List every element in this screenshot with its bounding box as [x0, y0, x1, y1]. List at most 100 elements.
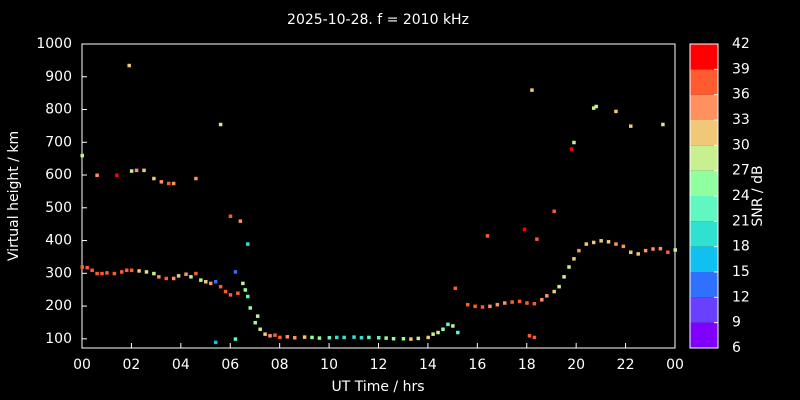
echo-point — [218, 122, 223, 127]
echo-point — [401, 337, 406, 341]
echo-point — [451, 324, 455, 328]
y-axis-label: Virtual height / km — [6, 131, 22, 261]
echo-point — [540, 298, 544, 302]
echo-point — [614, 109, 618, 114]
echo-point — [572, 140, 576, 145]
echo-point — [253, 320, 257, 325]
echo-point — [673, 248, 677, 252]
echo-point — [446, 322, 450, 327]
y-tick-label: 700 — [45, 134, 72, 150]
echo-point — [228, 214, 233, 218]
x-tick-label: 12 — [370, 357, 388, 373]
echo-point — [228, 293, 233, 297]
echo-point — [606, 240, 611, 244]
echo-point — [268, 334, 272, 338]
echo-point — [278, 335, 282, 340]
echo-point — [352, 335, 356, 339]
echo-point — [85, 265, 89, 270]
colorbar-band — [690, 297, 718, 323]
echo-point — [334, 335, 339, 340]
colorbar-band — [690, 221, 718, 247]
echo-point — [255, 314, 260, 318]
echo-point — [453, 286, 458, 291]
echo-point — [80, 153, 84, 158]
x-tick-label: 20 — [567, 357, 585, 373]
echo-point — [171, 181, 176, 186]
y-tick-label: 1000 — [36, 36, 72, 52]
echo-point — [171, 276, 176, 281]
echo-point — [658, 246, 663, 251]
echo-point — [569, 147, 574, 151]
echo-point — [562, 275, 566, 279]
echo-point — [258, 327, 262, 331]
x-tick-label: 02 — [123, 357, 141, 373]
y-tick-label: 600 — [45, 167, 72, 183]
x-tick-label: 14 — [419, 357, 437, 373]
echo-point — [614, 242, 618, 246]
echo-point — [436, 330, 440, 335]
echo-point — [184, 272, 188, 276]
x-tick-label: 00 — [666, 357, 684, 373]
echo-point — [302, 335, 307, 339]
echo-point — [416, 336, 421, 341]
echo-point — [426, 335, 430, 340]
echo-point — [532, 301, 537, 306]
echo-point — [552, 209, 556, 214]
y-tick-label: 800 — [45, 102, 72, 118]
colorbar-band — [690, 94, 718, 120]
echo-point — [342, 335, 346, 340]
echo-point — [327, 336, 332, 340]
x-tick-label: 22 — [617, 357, 635, 373]
echo-point — [120, 270, 124, 274]
echo-point — [441, 327, 445, 331]
echo-point — [152, 271, 156, 276]
echo-point — [273, 333, 277, 337]
echo-point — [510, 300, 514, 304]
y-tick-label: 100 — [45, 331, 72, 347]
echo-point — [129, 169, 134, 173]
echo-point — [384, 336, 388, 340]
echo-point — [377, 336, 381, 340]
echo-point — [189, 275, 193, 279]
echo-point — [535, 237, 539, 241]
x-tick-label: 08 — [271, 357, 289, 373]
echo-point — [651, 247, 655, 251]
y-tick-label: 400 — [45, 233, 72, 249]
colorbar-tick-label: 33 — [732, 112, 750, 128]
echo-point — [95, 271, 99, 276]
colorbar-tick-label: 42 — [732, 36, 750, 52]
colorbar-band — [690, 120, 718, 146]
x-tick-label: 00 — [73, 357, 91, 373]
echo-point — [248, 306, 253, 310]
echo-point — [194, 271, 198, 276]
echo-point — [90, 268, 94, 273]
echo-point — [134, 168, 139, 173]
plot-frame — [81, 43, 676, 349]
echo-point — [236, 291, 240, 295]
echo-point — [204, 280, 208, 284]
echo-point — [530, 88, 534, 92]
echo-point — [567, 265, 571, 269]
echo-point — [105, 271, 109, 275]
echo-point — [465, 302, 470, 307]
echo-point — [666, 250, 670, 255]
echo-point — [591, 240, 596, 245]
x-tick-label: 04 — [172, 357, 190, 373]
echo-point — [577, 248, 581, 253]
colorbar-band — [690, 272, 718, 298]
echo-point — [80, 265, 84, 269]
y-tick-label: 300 — [45, 265, 72, 281]
echo-point — [199, 278, 203, 282]
y-tick-label: 500 — [45, 200, 72, 216]
echo-point — [629, 124, 633, 128]
echo-point — [129, 268, 134, 273]
echo-point — [263, 332, 267, 336]
echo-point — [527, 334, 532, 338]
echo-point — [194, 176, 198, 181]
echo-point — [218, 284, 223, 289]
echo-point — [473, 304, 477, 309]
x-tick-label: 18 — [518, 357, 536, 373]
echo-point — [152, 176, 156, 181]
colorbar-tick-label: 39 — [732, 61, 750, 77]
